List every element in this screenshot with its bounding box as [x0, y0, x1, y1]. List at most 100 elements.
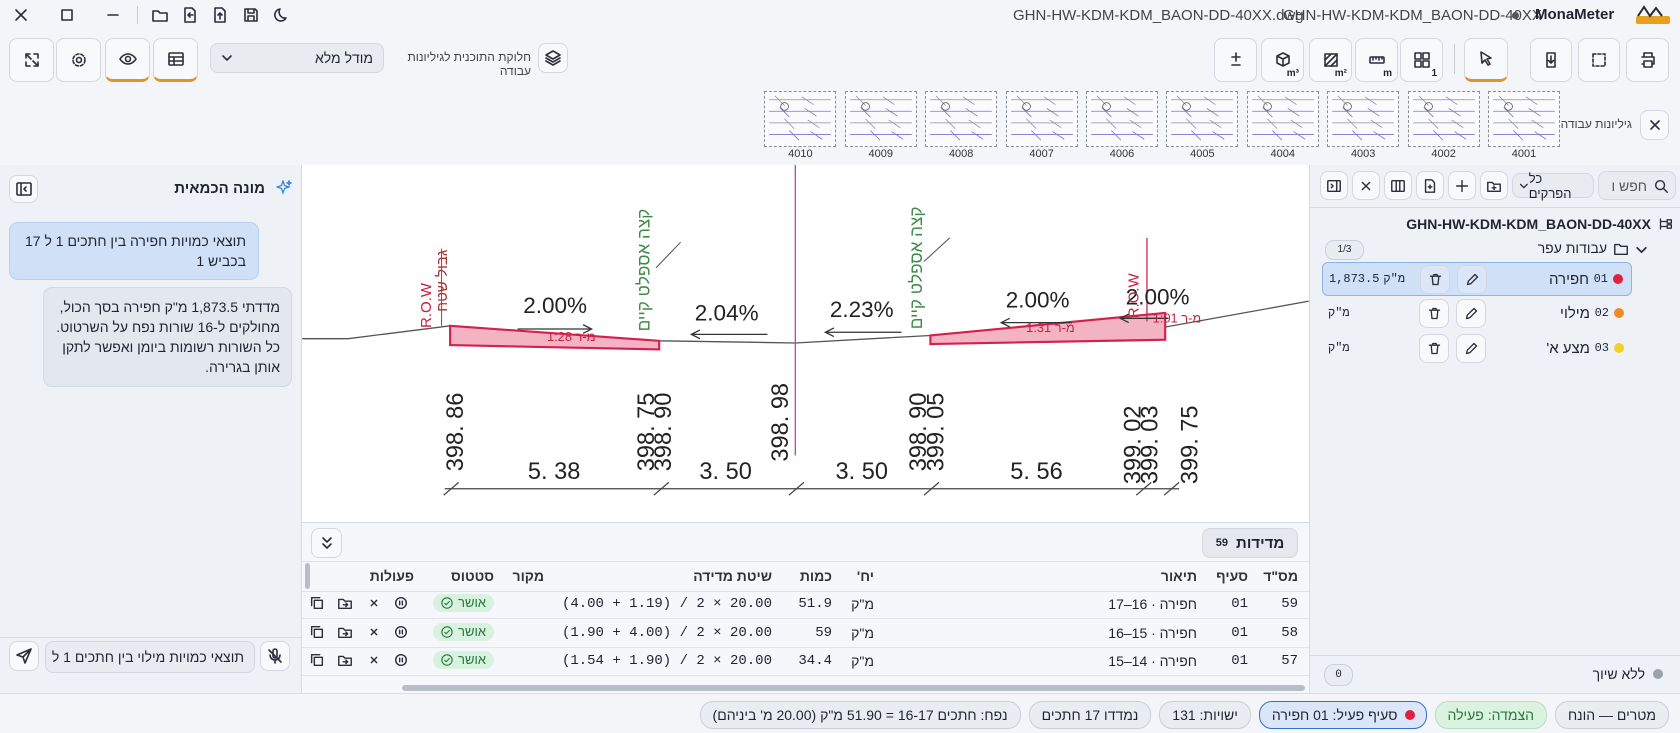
status-text: אושר: [458, 595, 486, 610]
delete-item[interactable]: [1419, 299, 1449, 328]
table-row[interactable]: 59 01 חפירה · 16–17 מ"ק 51.9 (4.00 + 1.19) / …: [302, 590, 1309, 619]
preview-lines: [1493, 95, 1555, 106]
area-tool[interactable]: m²: [1309, 38, 1352, 82]
collapse-all[interactable]: [1352, 171, 1380, 200]
budget-item[interactable]: 02 מילוי מ"ק: [1322, 297, 1632, 331]
delete-action[interactable]: [366, 595, 382, 611]
close-icon[interactable]: [12, 6, 30, 24]
chat-input[interactable]: תוצאי כמויות מילוי בין חתכים 1 ל: [45, 641, 255, 673]
pause-action[interactable]: [393, 595, 409, 611]
status-pill: מטרים — הונח: [1554, 701, 1669, 729]
measurements-count: 59: [1215, 537, 1229, 549]
add-item[interactable]: [1448, 171, 1476, 200]
delete-item[interactable]: [1420, 265, 1450, 294]
folder-icon: [1614, 243, 1628, 256]
edit-item[interactable]: [1456, 334, 1486, 363]
delete-item[interactable]: [1419, 334, 1449, 363]
sheet-thumb[interactable]: [844, 91, 917, 147]
save-icon[interactable]: [242, 6, 260, 24]
close-sidebar[interactable]: [1320, 171, 1348, 200]
table-button[interactable]: [153, 38, 198, 82]
move-action[interactable]: [337, 595, 353, 611]
divider: [1310, 655, 1680, 656]
cell-id: 57: [1281, 653, 1298, 670]
expand-chevron[interactable]: [1635, 241, 1648, 259]
sheet-thumb[interactable]: [764, 91, 837, 147]
copy-action[interactable]: [309, 595, 325, 611]
budget-item[interactable]: 03 מצע א' מ"ק: [1322, 332, 1632, 366]
slope-label: 2.00%: [1126, 284, 1190, 309]
file-name: GHN-HW-KDM-KDM_BAON-DD-40XX.dwg: [1013, 7, 1304, 24]
print-button[interactable]: [1626, 38, 1669, 82]
sheet-thumb[interactable]: [1407, 91, 1480, 147]
chapter-filter[interactable]: כל הפרקים: [1512, 171, 1594, 201]
collapse-table[interactable]: [311, 528, 342, 558]
settings-button[interactable]: [56, 38, 101, 82]
visibility-button[interactable]: [105, 38, 150, 82]
row-label: R.O.W: [1125, 272, 1142, 318]
preview-lines: [1091, 95, 1153, 106]
cell-unit: מ"ק: [851, 624, 874, 641]
preview-mark: [1263, 102, 1272, 111]
move-action[interactable]: [337, 652, 353, 668]
offset-button[interactable]: [1214, 38, 1257, 82]
send-button[interactable]: [9, 641, 39, 671]
theme-icon[interactable]: [273, 6, 291, 24]
pause-action[interactable]: [393, 652, 409, 668]
volume-tool[interactable]: m³: [1261, 38, 1304, 82]
layers-button[interactable]: [538, 43, 568, 73]
marquee-button[interactable]: [1578, 38, 1620, 82]
move-action-shape: [338, 627, 352, 638]
copy-action[interactable]: [309, 624, 325, 640]
sheet-thumb[interactable]: [925, 91, 998, 147]
new-folder[interactable]: [1480, 171, 1508, 200]
download-button[interactable]: [1530, 38, 1572, 82]
delete-action[interactable]: [366, 624, 382, 640]
minimize-icon[interactable]: [104, 6, 122, 24]
copy-action[interactable]: [309, 652, 325, 668]
sheet-thumb[interactable]: [1488, 91, 1560, 147]
count-tool[interactable]: 1: [1400, 38, 1443, 82]
columns-button[interactable]: [1384, 171, 1412, 200]
budget-item[interactable]: 01 חפירה מ"ק 1,873.5: [1322, 262, 1632, 296]
sheet-label: 4001: [1511, 148, 1537, 160]
sheet-thumb[interactable]: [1246, 91, 1319, 147]
user-message: תוצאי כמויות חפירה בין חתכים 1 ל 17 בכבי…: [9, 222, 259, 280]
preview-lines: [769, 130, 832, 141]
import-icon[interactable]: [181, 6, 199, 24]
sheet-thumb[interactable]: [1005, 91, 1078, 147]
sheet-thumb[interactable]: [1086, 91, 1158, 147]
width-labels: 5. 38 3. 50 3. 50 5. 56: [528, 458, 1063, 484]
item-code: 01: [1593, 272, 1608, 286]
length-tool[interactable]: m: [1355, 38, 1398, 82]
preview-mark: [1182, 102, 1192, 111]
edit-icon-shape: [1465, 307, 1477, 320]
model-select[interactable]: מודל מלא: [210, 43, 384, 73]
table-row[interactable]: 58 01 חפירה · 15–16 מ"ק 59 (1.90 + 4.00) / 2 …: [302, 619, 1309, 648]
fullscreen-button[interactable]: [9, 38, 54, 82]
sheet-thumb[interactable]: [1166, 91, 1239, 147]
search-box[interactable]: חפש ו: [1598, 171, 1676, 200]
delete-action[interactable]: [366, 652, 382, 668]
edit-item[interactable]: [1456, 299, 1486, 328]
open-icon[interactable]: [151, 6, 169, 24]
pause-action[interactable]: [393, 624, 409, 640]
width-label: 3. 50: [699, 458, 751, 484]
slope-label: 2.04%: [695, 300, 759, 325]
move-action[interactable]: [337, 624, 353, 640]
table-row[interactable]: 57 01 חפירה · 14–15 מ"ק 34.4 (1.54 + 1.90) / …: [302, 647, 1309, 677]
measurements-tab[interactable]: מדידות 59: [1202, 528, 1298, 558]
maximize-icon[interactable]: [58, 6, 76, 24]
import-item[interactable]: [1416, 171, 1444, 200]
edit-item[interactable]: [1457, 265, 1487, 294]
sparkle-icon: [276, 180, 292, 195]
doc-name: GHN-HW-KDM-KDM_BAON-DD-40XX: [1283, 7, 1542, 24]
close-sheets[interactable]: [1640, 110, 1669, 140]
active-dot: [1404, 710, 1415, 720]
sheet-preview: [1493, 95, 1555, 141]
export-icon[interactable]: [211, 6, 229, 24]
select-tool[interactable]: [1464, 38, 1508, 82]
collapse-chat[interactable]: [9, 175, 38, 203]
sheet-thumb[interactable]: [1327, 91, 1400, 147]
mic-button[interactable]: [260, 641, 290, 671]
